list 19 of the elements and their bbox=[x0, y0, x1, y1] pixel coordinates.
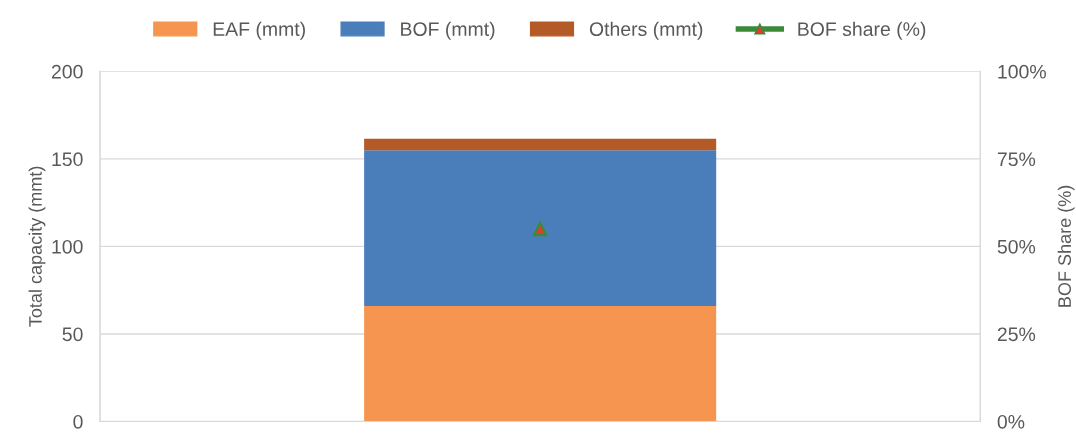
y-tick-label: 200 bbox=[51, 64, 83, 79]
y2-tick-label: 100% bbox=[998, 64, 1046, 79]
legend-label: EAF (mmt) bbox=[213, 21, 305, 40]
y2-tick-label: 0% bbox=[997, 414, 1025, 429]
y2-tick-label: 50% bbox=[997, 239, 1036, 254]
y2-axis-title: BOF Share (%) bbox=[1057, 185, 1075, 307]
bar bbox=[364, 305, 717, 422]
y-tick-label: 0 bbox=[73, 414, 83, 429]
y-tick-label: 150 bbox=[52, 152, 83, 167]
bar bbox=[364, 138, 717, 151]
y-tick-label: 50 bbox=[62, 327, 83, 342]
y-tick-label: 100 bbox=[52, 239, 83, 254]
y2-tick-label: 25% bbox=[997, 327, 1036, 342]
legend-label: BOF share (%) bbox=[798, 21, 926, 40]
y2-tick-label: 75% bbox=[997, 152, 1036, 167]
legend-label: BOF (mmt) bbox=[401, 21, 495, 40]
bar bbox=[364, 150, 717, 306]
legend-label: Others (mmt) bbox=[589, 21, 703, 40]
y-axis-title: Total capacity (mmt) bbox=[28, 166, 46, 327]
